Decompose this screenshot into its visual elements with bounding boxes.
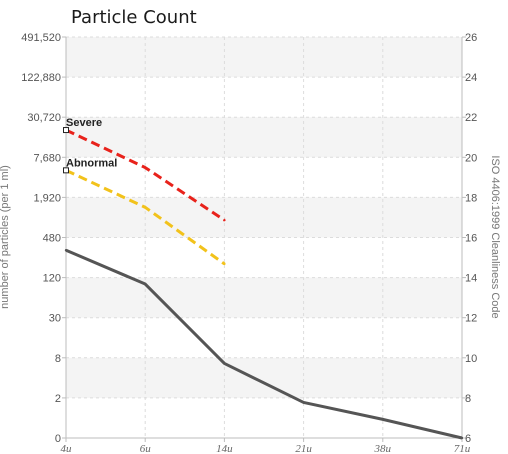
y-tick-label-right: 24 [465,72,477,84]
plot-band [66,117,462,158]
y-tick-label-left: 120 [43,273,61,285]
y-tick-label-left: 1,920 [33,192,61,204]
y-tick-label-right: 26 [465,32,477,44]
y-tick-label-right: 14 [465,273,477,285]
plot-band [66,357,462,398]
x-tick-label: 14u [216,443,233,454]
y-tick-label-left: 2 [55,393,61,405]
data-point-abnormal [223,262,226,266]
annotation-marker [63,127,69,134]
plot-band [66,37,462,78]
y-tick-label-right: 10 [465,353,477,365]
y-tick-label-left: 0 [55,433,61,445]
y-tick-label-left: 491,520 [21,32,61,44]
data-point-abnormal [144,206,147,209]
x-tick-label: 38u [374,443,392,454]
y-tick-label-left: 30 [49,313,61,325]
data-point-sample [223,362,226,365]
series-group [64,128,464,440]
y-tick-label-right: 6 [465,433,471,445]
data-point-sample [64,249,68,252]
y-tick-label-right: 12 [465,313,477,325]
annotation-marker [63,167,69,174]
y-axis-label-left: number of particles (per 1 ml) [0,165,11,309]
annotation-label-severe: Severe [66,117,102,129]
y-tick-label-left: 30,720 [27,112,61,124]
y-tick-label-left: 122,880 [21,72,61,84]
y-tick-label-right: 18 [465,192,477,204]
y-axis-label-right: ISO 4406:1999 Cleanliness Code [489,155,501,318]
plot-bands [66,37,462,398]
plot-band [66,197,462,238]
y-tick-label-right: 20 [465,152,477,164]
annotation-label-abnormal: Abnormal [66,157,117,169]
y-tick-label-left: 480 [43,233,61,245]
series-line-sample [65,248,463,440]
plot-band [66,277,462,318]
y-tick-label-left: 8 [55,353,61,365]
x-tick-label: 71u [454,443,471,454]
y-tick-label-right: 8 [465,393,471,405]
annotations-group: Severe Abnormal [63,117,117,174]
data-point-sample [302,401,305,404]
chart-title: Particle Count [71,7,197,28]
y-tick-label-left: 7,680 [33,152,61,164]
data-point-severe [223,218,226,222]
right-y-ticks: 6 8 10 12 14 16 18 20 22 24 26 [462,32,477,445]
y-tick-label-right: 22 [465,112,477,124]
data-point-sample [381,418,384,421]
data-point-sample [144,282,147,286]
data-point-sample [460,436,464,440]
y-tick-label-right: 16 [465,233,477,245]
x-tick-label: 21u [295,443,312,454]
data-point-severe [144,166,147,169]
x-tick-label: 6u [140,443,152,454]
left-y-ticks: 0 2 8 30 120 480 1,920 7,680 30,720 122,880 491,52… [21,32,66,445]
x-tick-label: 4u [61,443,73,454]
